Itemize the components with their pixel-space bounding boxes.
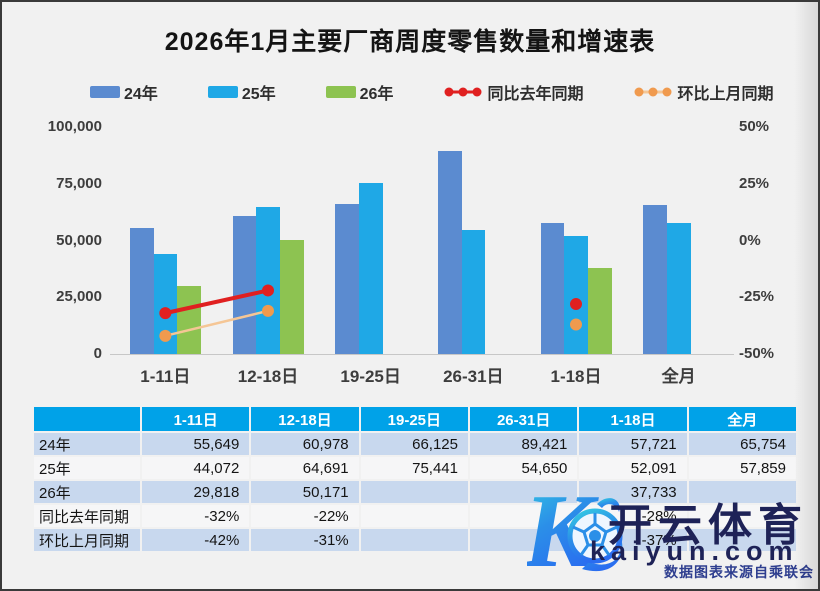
table-header-cell-1-11日: 1-11日 [140,407,250,431]
table-row-label-同比去年同期: 同比去年同期 [34,503,140,527]
right-axis-tick: -25% [739,288,775,306]
bar-25年-全月 [667,222,691,354]
table-cell-同比去年同期-1-18日: -28% [577,503,687,527]
table-cell-同比去年同期-19-25日 [358,503,468,527]
table-cell-26年-19-25日 [358,479,468,503]
table-header-cell-19-25日: 19-25日 [358,407,468,431]
table-cell-同比去年同期-1-11日: -32% [140,503,250,527]
bar-25年-26-31日 [461,229,486,354]
bar-25年-1-18日 [564,235,589,354]
bar-26年-12-18日 [280,240,304,354]
combo-chart: 100,000 75,000 50,000 25,000 0 50% 25% 0% -25% -… [2,2,818,422]
table-cell-环比上月同期-12-18日: -31% [249,527,359,551]
x-axis-line [110,354,734,355]
x-axis-label-19-25日: 19-25日 [340,367,401,386]
table-header-cell-26-31日: 26-31日 [468,407,578,431]
table-cell-26年-1-11日: 29,818 [140,479,250,503]
bar-24年-1-11日 [130,227,154,354]
legend-item-同比去年同期: 同比去年同期 [443,80,583,104]
legend-swatch-icon [207,86,238,98]
table-header-cell-12-18日: 12-18日 [249,407,359,431]
table-cell-同比去年同期-26-31日 [468,503,578,527]
table-cell-25年-1-18日: 52,091 [577,455,687,479]
legend-swatch-icon [325,86,356,98]
x-axis-label-12-18日: 12-18日 [237,367,299,386]
table-header-cell-全月: 全月 [686,407,796,431]
table-cell-25年-1-11日: 44,072 [140,455,250,479]
left-axis-tick: 100,000 [47,118,102,135]
table-cell-26年-26-31日 [468,479,578,503]
legend-label: 25年 [241,86,276,103]
legend-line-icon [444,87,482,97]
bar-26年-1-18日 [588,268,612,354]
table-cell-环比上月同期-19-25日 [358,527,468,551]
legend-item-26年: 26年 [325,80,394,104]
legend-item-24年: 24年 [90,80,158,104]
right-axis-tick: -50% [739,345,775,362]
table-header-cell [34,407,140,431]
table-cell-24年-12-18日: 60,978 [249,431,359,455]
bar-25年-12-18日 [256,207,281,354]
data-table: 1-11日 12-18日 19-25日 26-31日 1-18日 全月 24年 55,649 6… [34,407,796,551]
left-axis-tick: 50,000 [56,231,102,249]
table-row-label-24年: 24年 [34,431,140,455]
x-axis-label-全月: 全月 [661,367,696,386]
legend-label: 同比去年同期 [487,86,584,103]
legend-item-环比上月同期: 环比上月同期 [633,80,773,104]
left-axis-tick: 75,000 [56,174,102,192]
x-axis-label-1-11日: 1-11日 [140,367,191,386]
bar-24年-全月 [643,204,668,354]
chart-legend: 24年 25年 26年 同比去年同期 环比上月同期 [90,80,773,104]
x-axis-label-1-18日: 1-18日 [550,367,602,386]
bar-24年-12-18日 [232,215,257,354]
left-axis-tick: 25,000 [56,288,102,306]
line-series-layer [159,284,582,342]
table-cell-环比上月同期-1-18日: -37% [577,527,687,551]
table-cell-24年-1-18日: 57,721 [577,431,687,455]
table-cell-同比去年同期-全月 [686,503,796,527]
legend-label: 24年 [124,86,158,103]
x-axis-label-26-31日: 26-31日 [443,367,504,386]
legend-swatch-icon [90,86,120,98]
table-cell-25年-26-31日: 54,650 [468,455,578,479]
table-header-cell-1-18日: 1-18日 [577,407,687,431]
bar-26年-1-11日 [177,286,202,354]
table-cell-环比上月同期-全月 [686,527,796,551]
right-axis-tick: 25% [739,174,770,192]
bar-24年-19-25日 [335,203,360,354]
bar-24年-1-18日 [540,222,565,354]
page-title: 2026年1月主要厂商周度零售数量和增速表 [164,28,656,56]
legend-item-25年: 25年 [207,80,276,104]
left-axis-tick: 0 [93,345,102,362]
table-row-label-25年: 25年 [34,455,140,479]
table-cell-26年-全月 [686,479,796,503]
table-cell-24年-19-25日: 66,125 [358,431,468,455]
table-cell-环比上月同期-1-11日: -42% [140,527,250,551]
table-cell-26年-1-18日: 37,733 [577,479,687,503]
bar-25年-1-11日 [153,253,178,354]
table-row-label-26年: 26年 [34,479,140,503]
legend-line-icon [634,87,672,97]
table-cell-24年-全月: 65,754 [686,431,796,455]
table-cell-26年-12-18日: 50,171 [249,479,359,503]
watermark-note: 数据图表来源自乘联会 [664,564,814,580]
bar-24年-26-31日 [438,151,462,354]
table-cell-24年-26-31日: 89,421 [468,431,578,455]
table-cell-25年-全月: 57,859 [686,455,796,479]
right-axis-tick: 50% [739,118,770,135]
legend-label: 环比上月同期 [677,86,774,103]
table-cell-环比上月同期-26-31日 [468,527,578,551]
table-cell-同比去年同期-12-18日: -22% [249,503,359,527]
table-cell-25年-12-18日: 64,691 [249,455,359,479]
table-row-label-环比上月同期: 环比上月同期 [34,527,140,551]
right-axis-tick: 0% [739,231,761,249]
legend-label: 26年 [359,86,394,103]
table-cell-25年-19-25日: 75,441 [358,455,468,479]
bar-25年-19-25日 [359,182,383,354]
table-cell-24年-1-11日: 55,649 [140,431,250,455]
